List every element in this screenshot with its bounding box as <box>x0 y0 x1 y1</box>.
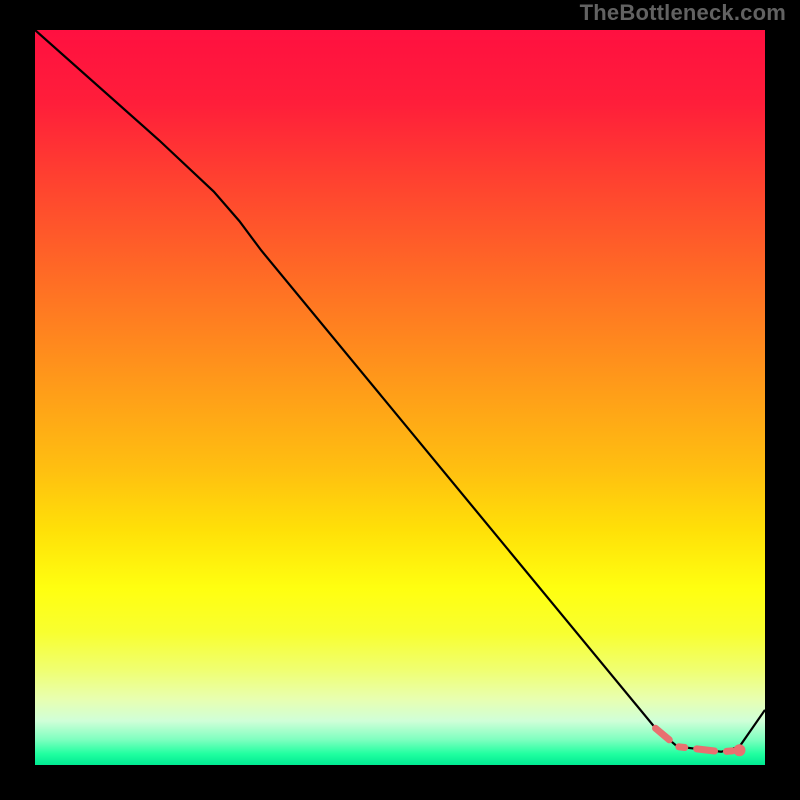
gradient-background <box>35 30 765 765</box>
chart-container: TheBottleneck.com <box>0 0 800 800</box>
dotted-end-marker <box>733 744 745 756</box>
plot-svg <box>35 30 765 765</box>
watermark-label: TheBottleneck.com <box>580 0 786 26</box>
